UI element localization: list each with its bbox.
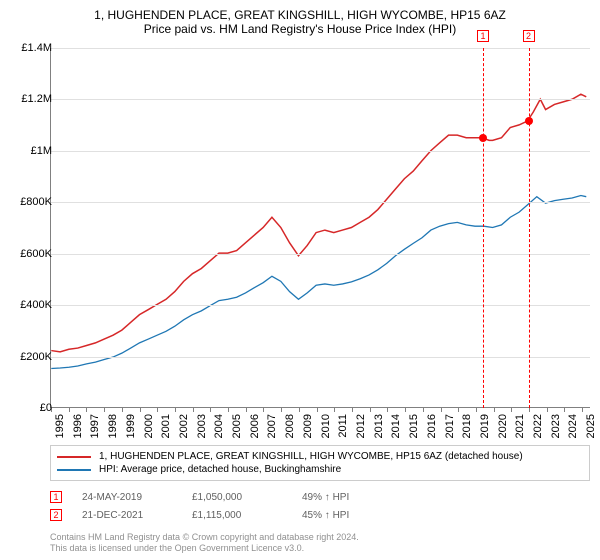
title-subtitle: Price paid vs. HM Land Registry's House … <box>0 22 600 36</box>
legend-box: 1, HUGHENDEN PLACE, GREAT KINGSHILL, HIG… <box>50 445 590 481</box>
series-hpi_avg <box>51 195 586 368</box>
x-axis-label: 1999 <box>125 414 137 442</box>
y-axis-label: £1.2M <box>7 93 52 105</box>
y-axis-label: £1M <box>7 145 52 157</box>
legend-label: HPI: Average price, detached house, Buck… <box>99 464 341 475</box>
legend-swatch <box>57 469 91 471</box>
chart-marker-dot <box>479 134 487 142</box>
sales-table: 1 24-MAY-2019 £1,050,000 49% ↑ HPI 2 21-… <box>50 488 349 524</box>
x-axis-label: 2007 <box>266 414 278 442</box>
sale-marker-box: 2 <box>50 509 62 521</box>
x-axis-label: 1997 <box>89 414 101 442</box>
x-axis-label: 2012 <box>355 414 367 442</box>
sale-delta: 45% ↑ HPI <box>302 510 349 521</box>
footnote-line: Contains HM Land Registry data © Crown c… <box>50 532 359 543</box>
y-axis-label: £1.4M <box>7 42 52 54</box>
y-axis-label: £800K <box>7 196 52 208</box>
y-axis-label: £200K <box>7 351 52 363</box>
x-axis-label: 2020 <box>497 414 509 442</box>
x-axis-label: 2009 <box>302 414 314 442</box>
chart-area: 12 <box>50 48 590 408</box>
y-axis-label: £0 <box>7 402 52 414</box>
legend-row: 1, HUGHENDEN PLACE, GREAT KINGSHILL, HIG… <box>57 450 583 463</box>
series-property_price <box>51 94 586 352</box>
sale-row: 1 24-MAY-2019 £1,050,000 49% ↑ HPI <box>50 488 349 506</box>
x-axis-label: 2023 <box>550 414 562 442</box>
legend-row: HPI: Average price, detached house, Buck… <box>57 463 583 476</box>
x-axis-label: 2004 <box>213 414 225 442</box>
x-axis-label: 2005 <box>231 414 243 442</box>
x-axis-label: 1995 <box>54 414 66 442</box>
title-address: 1, HUGHENDEN PLACE, GREAT KINGSHILL, HIG… <box>0 8 600 22</box>
x-axis-label: 2001 <box>160 414 172 442</box>
x-axis-label: 2018 <box>461 414 473 442</box>
footnote: Contains HM Land Registry data © Crown c… <box>50 532 359 554</box>
x-axis-label: 2022 <box>532 414 544 442</box>
x-axis-label: 2025 <box>585 414 597 442</box>
x-axis-label: 2013 <box>373 414 385 442</box>
x-axis-label: 2021 <box>514 414 526 442</box>
x-axis-label: 2010 <box>320 414 332 442</box>
x-axis-label: 2015 <box>408 414 420 442</box>
x-axis-label: 2003 <box>196 414 208 442</box>
x-axis-label: 1996 <box>72 414 84 442</box>
x-axis-label: 2008 <box>284 414 296 442</box>
sale-date: 21-DEC-2021 <box>82 510 172 521</box>
chart-svg <box>51 48 590 407</box>
sale-date: 24-MAY-2019 <box>82 492 172 503</box>
x-axis-label: 1998 <box>107 414 119 442</box>
chart-marker-box: 1 <box>477 30 489 42</box>
y-axis-label: £400K <box>7 299 52 311</box>
title-block: 1, HUGHENDEN PLACE, GREAT KINGSHILL, HIG… <box>0 0 600 40</box>
y-axis-label: £600K <box>7 248 52 260</box>
chart-container: 1, HUGHENDEN PLACE, GREAT KINGSHILL, HIG… <box>0 0 600 560</box>
sale-row: 2 21-DEC-2021 £1,115,000 45% ↑ HPI <box>50 506 349 524</box>
x-axis-label: 2024 <box>567 414 579 442</box>
legend-swatch <box>57 456 91 458</box>
chart-marker-dot <box>525 117 533 125</box>
chart-marker-box: 2 <box>523 30 535 42</box>
x-axis-label: 2011 <box>337 414 349 442</box>
footnote-line: This data is licensed under the Open Gov… <box>50 543 359 554</box>
x-axis-label: 2006 <box>249 414 261 442</box>
sale-delta: 49% ↑ HPI <box>302 492 349 503</box>
x-axis-label: 2016 <box>426 414 438 442</box>
x-axis-label: 2019 <box>479 414 491 442</box>
x-axis-label: 2000 <box>143 414 155 442</box>
sale-marker-box: 1 <box>50 491 62 503</box>
legend-label: 1, HUGHENDEN PLACE, GREAT KINGSHILL, HIG… <box>99 451 523 462</box>
sale-price: £1,115,000 <box>192 510 282 521</box>
sale-price: £1,050,000 <box>192 492 282 503</box>
x-axis-label: 2014 <box>390 414 402 442</box>
x-axis-label: 2017 <box>444 414 456 442</box>
x-axis-label: 2002 <box>178 414 190 442</box>
